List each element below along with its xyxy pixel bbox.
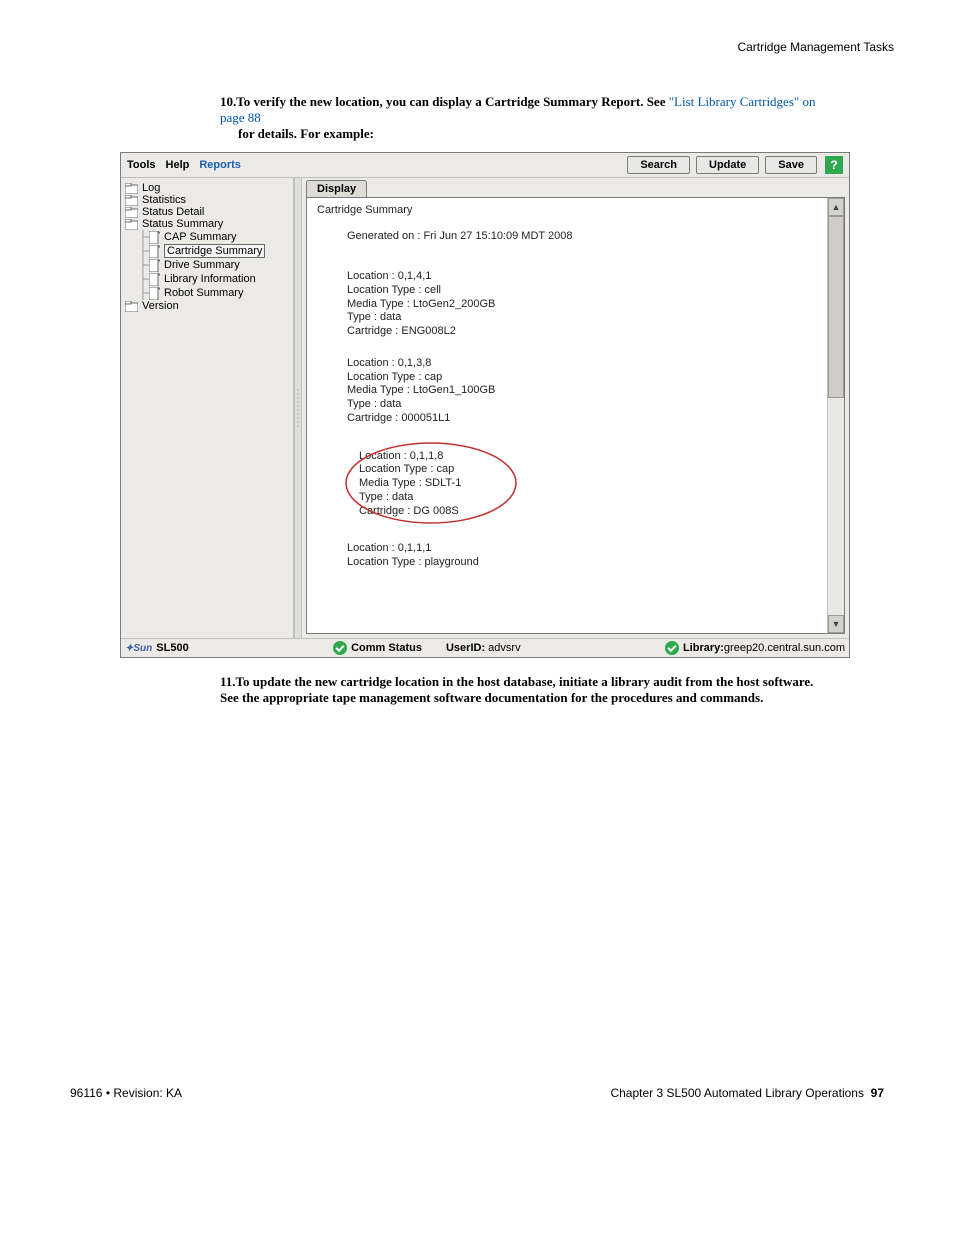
report-line: Media Type : LtoGen1_100GB (347, 384, 817, 398)
tree-item-cap-summary[interactable]: CAP Summary (123, 230, 291, 244)
scrollbar[interactable]: ▲ ▼ (827, 198, 844, 633)
user-id: UserID: advsrv (446, 642, 521, 654)
menu-help[interactable]: Help (166, 159, 190, 171)
library-status: Library:greep20.central.sun.com (665, 641, 845, 655)
tree-item-statistics[interactable]: Statistics (123, 194, 291, 206)
report-line: Cartridge : ENG008L2 (347, 325, 817, 339)
scroll-up-button[interactable]: ▲ (828, 198, 844, 216)
tree-item-robot-summary[interactable]: Robot Summary (123, 286, 291, 300)
page-footer: 96116 • Revision: KA Chapter 3 SL500 Aut… (60, 1086, 894, 1100)
menu-reports[interactable]: Reports (199, 159, 241, 171)
report-line: Type : data (347, 398, 817, 412)
tree-item-log[interactable]: Log (123, 182, 291, 194)
tree-item-cartridge-summary[interactable]: Cartridge Summary (123, 244, 291, 258)
step-11-number: 11. (220, 674, 236, 689)
update-button[interactable]: Update (696, 156, 759, 174)
step-10-text: 10.To verify the new location, you can d… (220, 94, 834, 142)
tree-item-status-detail[interactable]: Status Detail (123, 206, 291, 218)
brand-label: ✦Sun (125, 643, 152, 654)
tree-item-library-information[interactable]: Library Information (123, 272, 291, 286)
scroll-track[interactable] (828, 216, 844, 615)
report-line: Location : 0,1,1,1 (347, 542, 817, 556)
menubar: Tools Help Reports Search Update Save ? (121, 153, 849, 178)
main-pane: Display Cartridge Summary Generated on :… (302, 178, 849, 638)
report-line: Location Type : cap (359, 463, 461, 477)
footer-left: 96116 • Revision: KA (70, 1086, 182, 1100)
report-title: Cartridge Summary (317, 204, 817, 216)
step-11-body: To update the new cartridge location in … (220, 674, 813, 705)
step-10-lead: To verify the new location, you can disp… (236, 94, 668, 109)
check-icon (333, 641, 347, 655)
report-line: Location Type : cell (347, 284, 817, 298)
report-line: Cartridge : DG 008S (359, 505, 461, 519)
help-button[interactable]: ? (825, 156, 843, 174)
report-line: Type : data (359, 491, 461, 505)
scroll-down-button[interactable]: ▼ (828, 615, 844, 633)
report-line: Type : data (347, 311, 817, 325)
footer-right: Chapter 3 SL500 Automated Library Operat… (610, 1086, 884, 1100)
product-label: SL500 (156, 642, 188, 654)
statusbar: ✦Sun SL500 Comm Status UserID: advsrv Li… (121, 638, 849, 657)
step-10-number: 10. (220, 94, 236, 109)
menu-tools[interactable]: Tools (127, 159, 156, 171)
report-block: Location : 0,1,1,1Location Type : playgr… (347, 542, 817, 570)
tree-item-drive-summary[interactable]: Drive Summary (123, 258, 291, 272)
report-block: Location : 0,1,4,1Location Type : cellMe… (347, 270, 817, 339)
app-window: Tools Help Reports Search Update Save ? … (120, 152, 850, 658)
tab-display[interactable]: Display (306, 180, 367, 197)
report-line: Location : 0,1,4,1 (347, 270, 817, 284)
check-icon (665, 641, 679, 655)
report-block: Location : 0,1,3,8Location Type : capMed… (347, 357, 817, 426)
splitter-handle[interactable] (294, 178, 302, 638)
save-button[interactable]: Save (765, 156, 817, 174)
tree-item-status-summary[interactable]: Status Summary (123, 218, 291, 230)
report-line: Location : 0,1,1,8 (359, 450, 461, 464)
step-10-tail: for details. For example: (238, 126, 374, 141)
tree-item-version[interactable]: Version (123, 300, 291, 312)
report-generated: Generated on : Fri Jun 27 15:10:09 MDT 2… (347, 230, 817, 242)
report-line: Cartridge : 000051L1 (347, 412, 817, 426)
page-header-section: Cartridge Management Tasks (60, 40, 894, 54)
report-line: Media Type : SDLT-1 (359, 477, 461, 491)
search-button[interactable]: Search (627, 156, 690, 174)
report-block: Location : 0,1,1,8Location Type : capMed… (347, 444, 817, 525)
comm-status: Comm Status (333, 641, 422, 655)
sidebar-tree: LogStatisticsStatus DetailStatus Summary… (121, 178, 294, 638)
report-line: Location Type : playground (347, 556, 817, 570)
report-viewport: Cartridge Summary Generated on : Fri Jun… (306, 197, 845, 634)
tab-bar: Display (302, 178, 849, 197)
scroll-thumb[interactable] (828, 216, 844, 398)
report-line: Media Type : LtoGen2_200GB (347, 298, 817, 312)
step-11-text: 11.To update the new cartridge location … (220, 674, 834, 706)
report-line: Location : 0,1,3,8 (347, 357, 817, 371)
report-content: Cartridge Summary Generated on : Fri Jun… (307, 198, 827, 633)
report-line: Location Type : cap (347, 371, 817, 385)
